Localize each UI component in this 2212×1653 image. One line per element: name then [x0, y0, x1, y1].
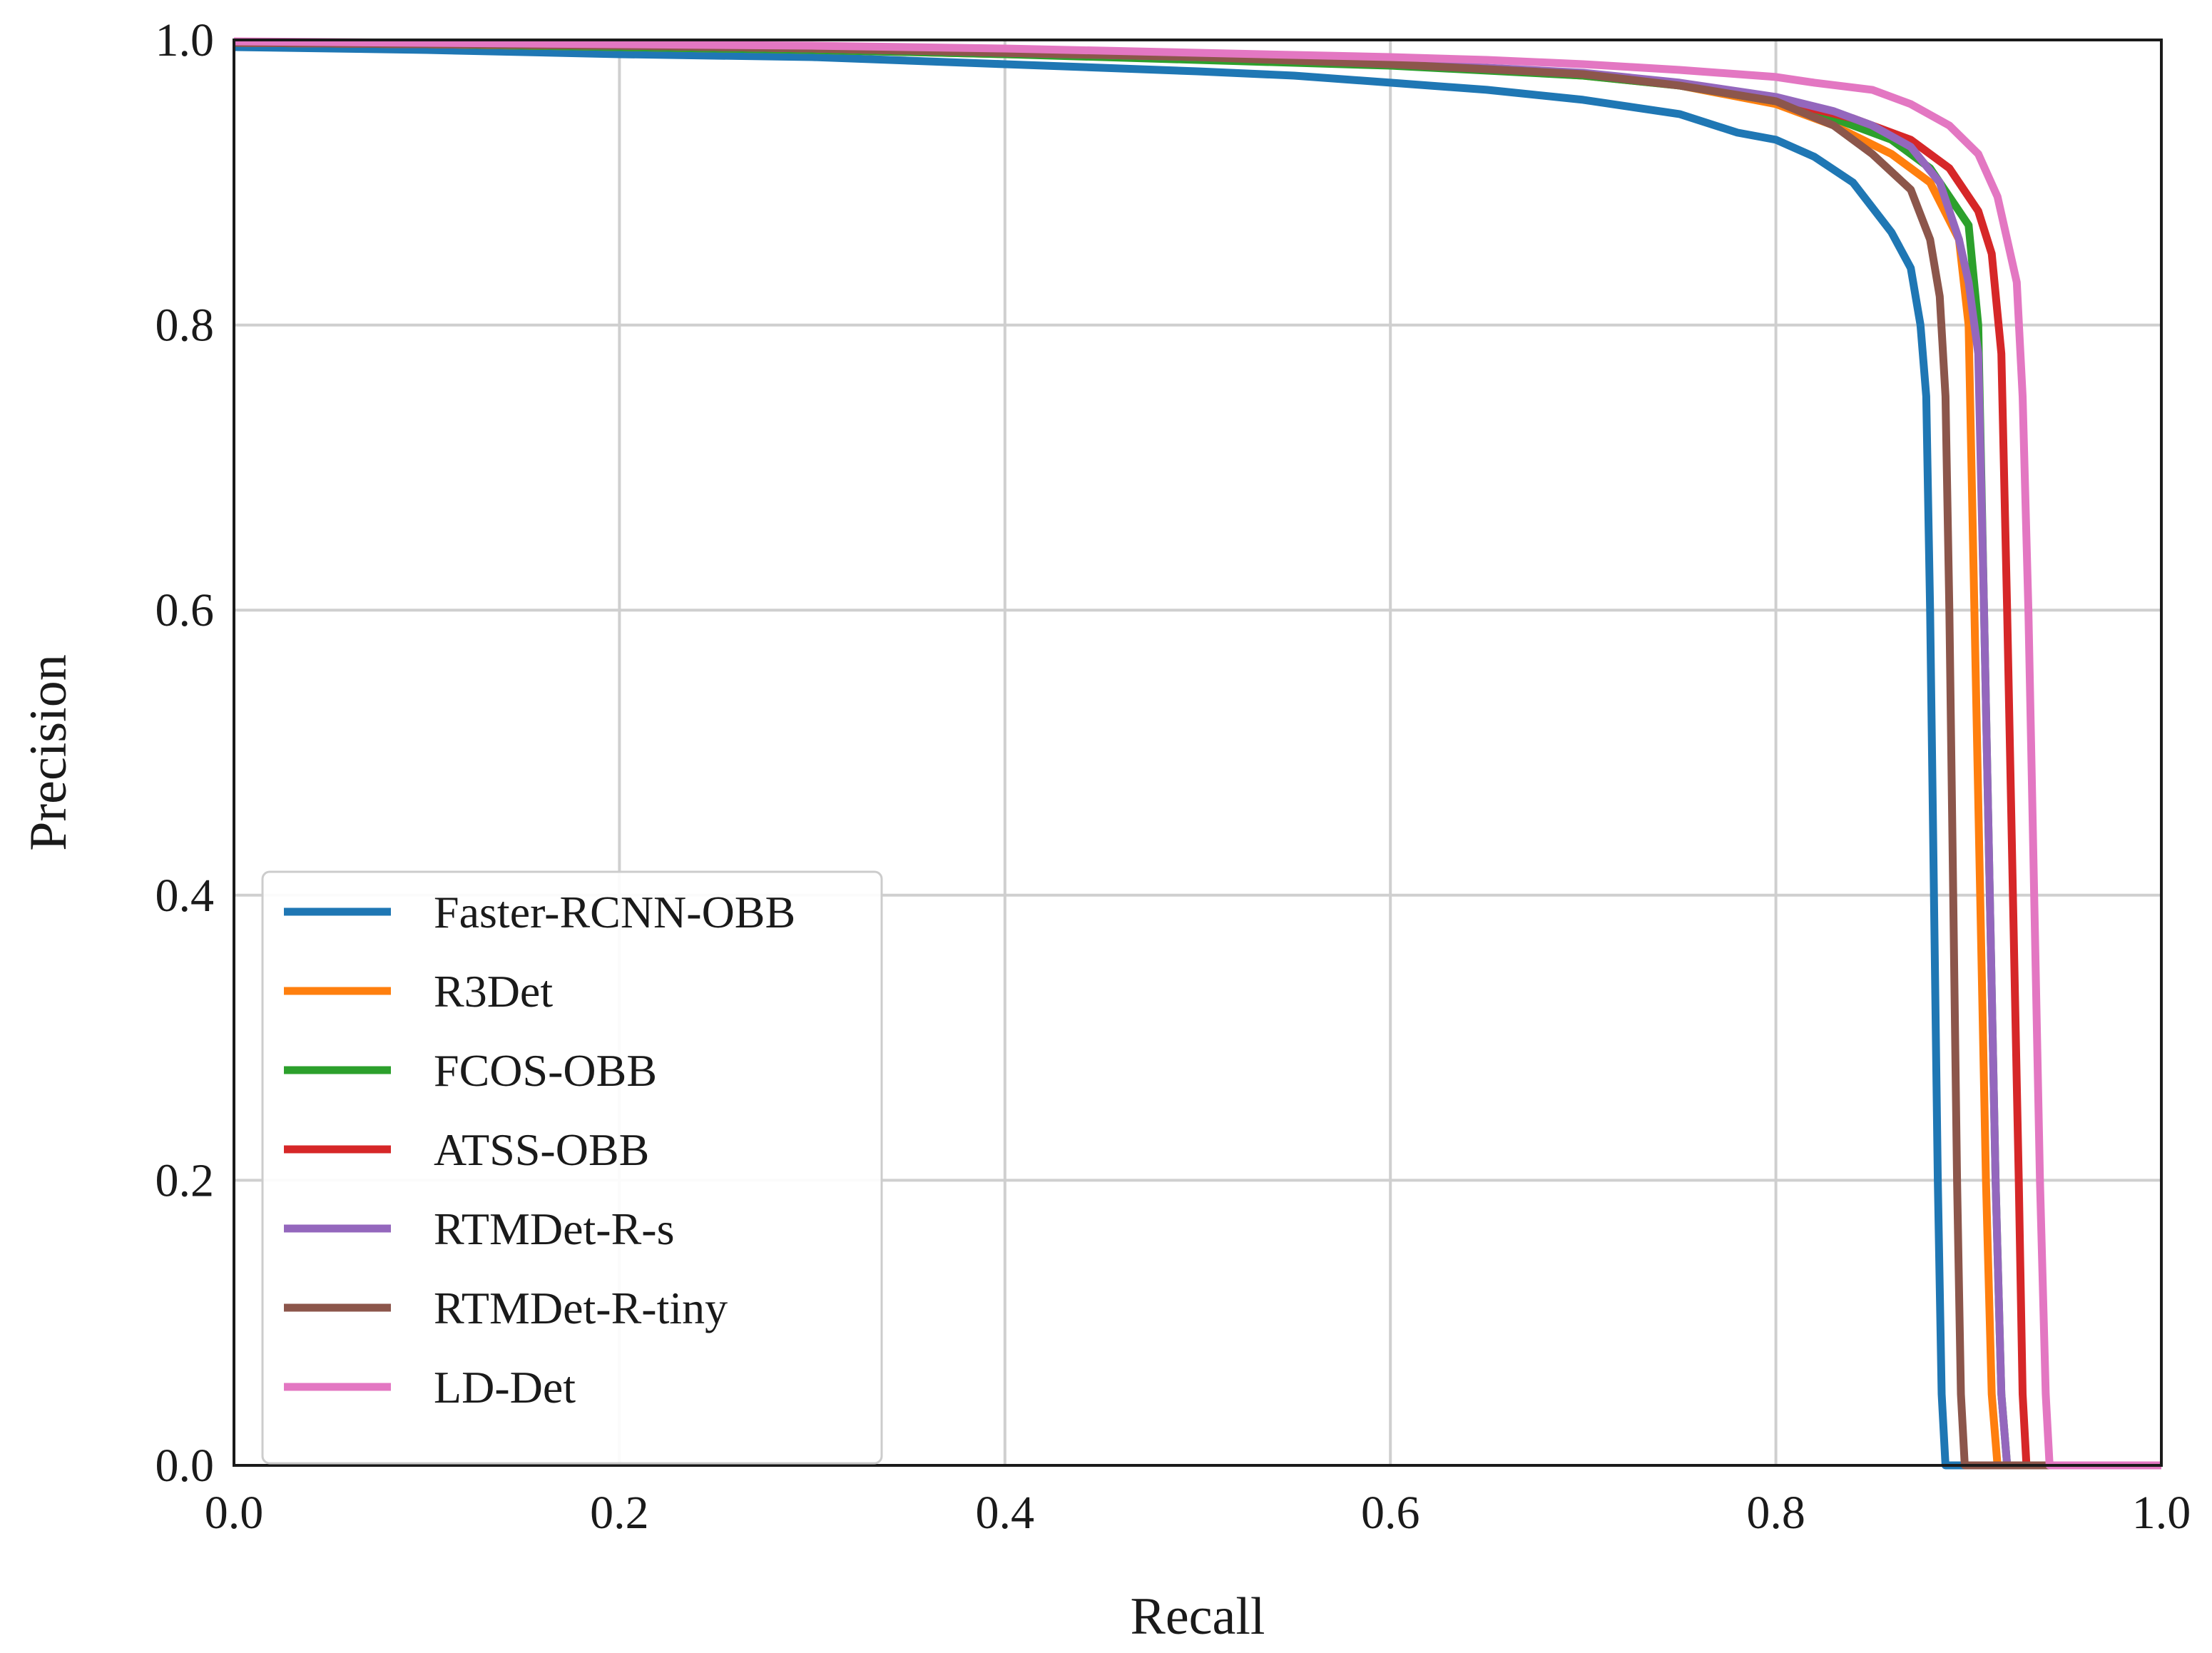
legend-label-rtmdet-r-s: RTMDet-R-s [434, 1204, 674, 1254]
x-tick-label: 1.0 [2132, 1487, 2191, 1539]
legend-box [261, 870, 883, 1465]
plot-area [233, 37, 2161, 1470]
y-tick-label: 0.0 [156, 1440, 215, 1492]
x-axis-ticks: 0.0 0.2 0.4 0.6 0.8 1.0 [205, 1487, 2191, 1539]
y-tick-label: 0.8 [156, 300, 215, 352]
x-tick-label: 0.0 [205, 1487, 264, 1539]
series-line-ld-det [233, 37, 2161, 1470]
y-tick-label: 0.6 [156, 584, 215, 636]
y-tick-label: 0.2 [156, 1154, 215, 1206]
legend-label-fcos-obb: FCOS-OBB [434, 1045, 657, 1096]
legend-label-rtmdet-r-tiny: RTMDet-R-tiny [434, 1283, 728, 1333]
legend-label-ld-det: LD-Det [434, 1362, 576, 1413]
x-tick-label: 0.6 [1361, 1487, 1420, 1539]
x-tick-label: 0.8 [1746, 1487, 1805, 1539]
legend-label-atss-obb: ATSS-OBB [434, 1124, 649, 1175]
y-tick-label: 0.4 [156, 870, 215, 922]
y-tick-label: 1.0 [156, 14, 215, 66]
legend: Faster-RCNN-OBB R3Det FCOS-OBB ATSS-OBB RTMD… [261, 870, 883, 1465]
plot-frame [233, 39, 2163, 1467]
x-axis-label: Recall [1130, 1587, 1265, 1646]
x-tick-label: 0.4 [976, 1487, 1035, 1539]
series-line-faster-rcnn-obb [233, 43, 2161, 1470]
legend-label-r3det: R3Det [434, 966, 553, 1017]
y-axis-label: Precision [19, 654, 78, 850]
y-axis-ticks: 0.0 0.2 0.4 0.6 0.8 1.0 [156, 14, 215, 1492]
x-tick-label: 0.2 [590, 1487, 649, 1539]
legend-label-faster-rcnn-obb: Faster-RCNN-OBB [434, 887, 795, 937]
